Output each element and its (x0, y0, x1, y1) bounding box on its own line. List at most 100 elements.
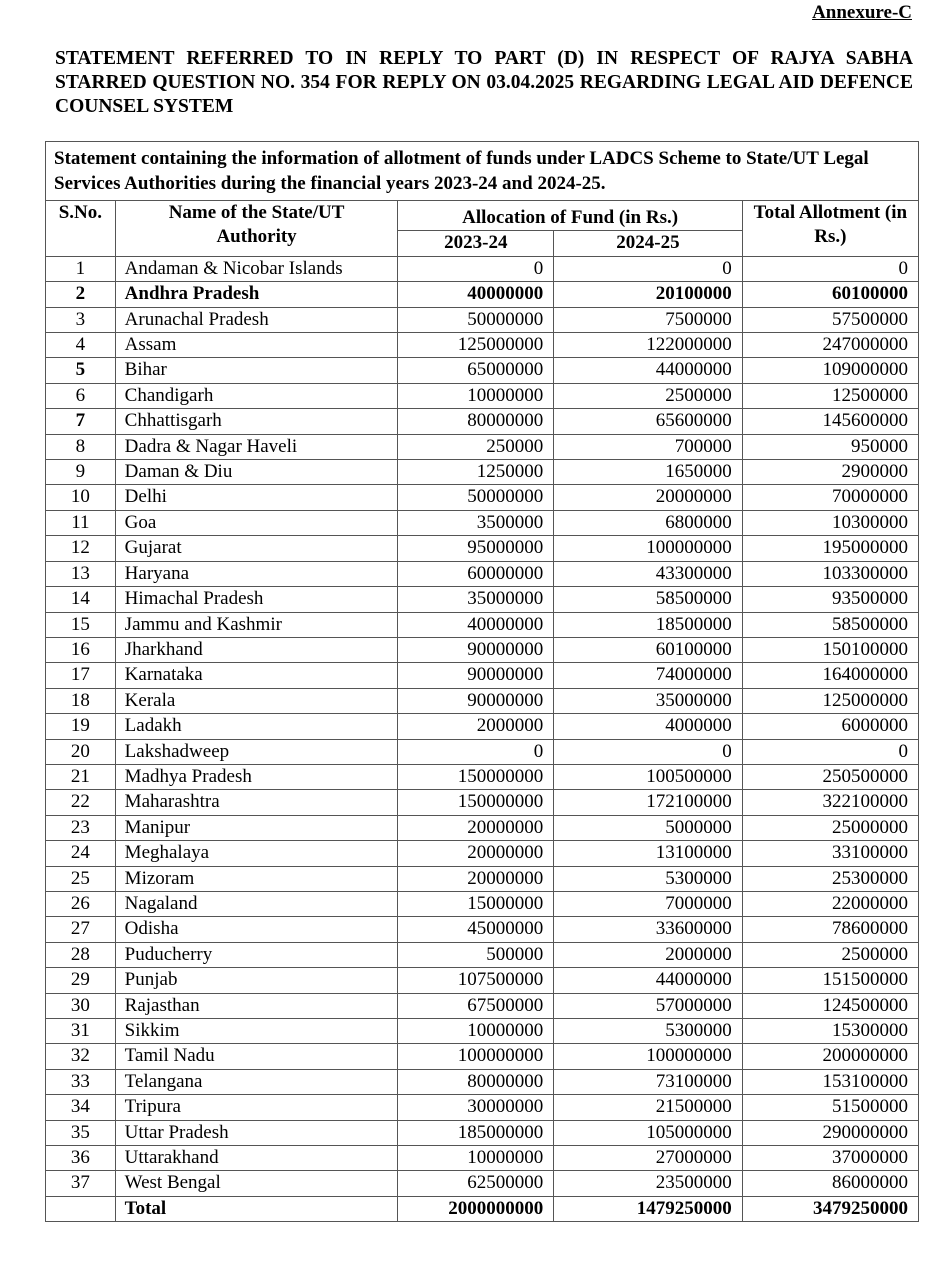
cell-2023-24: 20000000 (397, 865, 555, 892)
cell-sno: 25 (45, 865, 116, 892)
cell-2024-25: 5300000 (553, 1017, 743, 1045)
cell-2024-25: 1650000 (553, 459, 743, 486)
table-row: 30 Rajasthan 67500000 57000000 124500000 (45, 992, 920, 1020)
cell-total: 86000000 (741, 1170, 920, 1197)
cell-total: 0 (741, 738, 920, 765)
cell-state-name: Sikkim (114, 1017, 399, 1045)
cell-sno: 19 (45, 713, 116, 740)
cell-state-name: Odisha (114, 916, 399, 943)
cell-2024-25: 73100000 (553, 1068, 743, 1096)
cell-2023-24: 62500000 (397, 1170, 555, 1197)
cell-sno: 30 (45, 992, 116, 1020)
cell-sno: 33 (45, 1068, 116, 1096)
table-row: 5 Bihar 65000000 44000000 109000000 (45, 357, 920, 384)
cell-total: 10300000 (741, 509, 920, 537)
cell-2024-25: 27000000 (553, 1145, 743, 1172)
cell-2024-25: 20000000 (553, 484, 743, 511)
cell-2023-24: 2000000 (397, 713, 555, 740)
table-row: 17 Karnataka 90000000 74000000 164000000 (45, 662, 920, 689)
cell-total: 25300000 (741, 865, 920, 892)
total-sno (45, 1195, 116, 1223)
cell-2023-24: 500000 (397, 941, 555, 969)
cell-2024-25: 122000000 (553, 332, 743, 359)
cell-2023-24: 185000000 (397, 1119, 555, 1147)
cell-2023-24: 90000000 (397, 687, 555, 715)
cell-2023-24: 60000000 (397, 560, 555, 588)
cell-sno: 12 (45, 535, 116, 562)
table-row: 23 Manipur 20000000 5000000 25000000 (45, 814, 920, 842)
cell-state-name: Goa (114, 509, 399, 537)
cell-2024-25: 20100000 (553, 281, 743, 308)
cell-2023-24: 95000000 (397, 535, 555, 562)
cell-state-name: Manipur (114, 814, 399, 842)
cell-total: 103300000 (741, 560, 920, 588)
cell-total: 58500000 (741, 611, 920, 638)
cell-sno: 11 (45, 509, 116, 537)
table-row: 13 Haryana 60000000 43300000 103300000 (45, 560, 920, 588)
cell-sno: 1 (45, 255, 116, 283)
cell-state-name: Jammu and Kashmir (114, 611, 399, 638)
cell-2024-25: 13100000 (553, 840, 743, 867)
cell-state-name: Haryana (114, 560, 399, 588)
cell-2024-25: 60100000 (553, 636, 743, 664)
cell-total: 12500000 (741, 382, 920, 410)
cell-sno: 35 (45, 1119, 116, 1147)
cell-2024-25: 44000000 (553, 357, 743, 384)
cell-2024-25: 35000000 (553, 687, 743, 715)
cell-state-name: Gujarat (114, 535, 399, 562)
cell-state-name: Arunachal Pradesh (114, 306, 399, 334)
table-row: 3 Arunachal Pradesh 50000000 7500000 5750000… (45, 306, 920, 334)
cell-state-name: Chandigarh (114, 382, 399, 410)
header-name: Name of the State/UT Authority (114, 200, 399, 257)
cell-state-name: Meghalaya (114, 840, 399, 867)
table-row: 24 Meghalaya 20000000 13100000 33100000 (45, 840, 920, 867)
cell-2024-25: 7000000 (553, 890, 743, 918)
cell-total: 25000000 (741, 814, 920, 842)
cell-sno: 14 (45, 586, 116, 613)
table-row: 2 Andhra Pradesh 40000000 20100000 60100000 (45, 281, 920, 308)
cell-total: 37000000 (741, 1145, 920, 1172)
cell-sno: 10 (45, 484, 116, 511)
cell-2023-24: 250000 (397, 433, 555, 461)
cell-state-name: Tamil Nadu (114, 1043, 399, 1070)
table-row: 15 Jammu and Kashmir 40000000 18500000 58500… (45, 611, 920, 638)
cell-state-name: Chhattisgarh (114, 408, 399, 435)
cell-sno: 15 (45, 611, 116, 638)
cell-2024-25: 18500000 (553, 611, 743, 638)
header-allocation: Allocation of Fund (in Rs.) (397, 199, 743, 232)
table-row: 26 Nagaland 15000000 7000000 22000000 (45, 890, 920, 918)
cell-total: 51500000 (741, 1094, 920, 1121)
cell-2023-24: 10000000 (397, 1145, 555, 1172)
cell-2024-25: 44000000 (553, 967, 743, 994)
cell-state-name: Delhi (114, 484, 399, 511)
cell-2024-25: 105000000 (553, 1119, 743, 1147)
table-row: 18 Kerala 90000000 35000000 125000000 (45, 687, 920, 715)
cell-2023-24: 40000000 (397, 281, 555, 308)
cell-2023-24: 40000000 (397, 611, 555, 638)
cell-2024-25: 100000000 (553, 1043, 743, 1070)
cell-total: 93500000 (741, 586, 920, 613)
cell-state-name: Daman & Diu (114, 459, 399, 486)
cell-total: 125000000 (741, 687, 920, 715)
cell-2024-25: 5300000 (553, 865, 743, 892)
cell-2023-24: 107500000 (397, 967, 555, 994)
cell-2023-24: 150000000 (397, 763, 555, 791)
table-row: 36 Uttarakhand 10000000 27000000 37000000 (45, 1145, 920, 1172)
table-row: 4 Assam 125000000 122000000 247000000 (45, 332, 920, 359)
table-row: 9 Daman & Diu 1250000 1650000 2900000 (45, 459, 920, 486)
cell-sno: 16 (45, 636, 116, 664)
cell-2024-25: 58500000 (553, 586, 743, 613)
header-2024-25: 2024-25 (553, 230, 743, 257)
cell-sno: 9 (45, 459, 116, 486)
cell-sno: 22 (45, 789, 116, 816)
cell-2024-25: 43300000 (553, 560, 743, 588)
cell-2023-24: 100000000 (397, 1043, 555, 1070)
table-caption: Statement containing the information of … (45, 141, 919, 201)
cell-total: 57500000 (741, 306, 920, 334)
cell-total: 247000000 (741, 332, 920, 359)
cell-2023-24: 80000000 (397, 408, 555, 435)
cell-2024-25: 700000 (553, 433, 743, 461)
total-allotment: 3479250000 (741, 1195, 920, 1223)
cell-state-name: Kerala (114, 687, 399, 715)
table-row: 11 Goa 3500000 6800000 10300000 (45, 509, 920, 537)
